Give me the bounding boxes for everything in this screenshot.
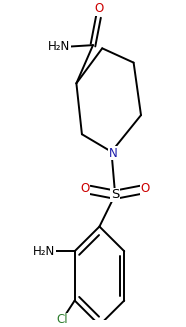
Text: S: S: [111, 188, 119, 201]
Text: O: O: [80, 182, 90, 195]
Text: Cl: Cl: [57, 313, 68, 326]
Text: O: O: [141, 182, 150, 195]
Text: H₂N: H₂N: [33, 245, 55, 258]
Text: O: O: [95, 2, 104, 15]
Text: N: N: [109, 147, 118, 160]
Text: H₂N: H₂N: [48, 40, 70, 53]
